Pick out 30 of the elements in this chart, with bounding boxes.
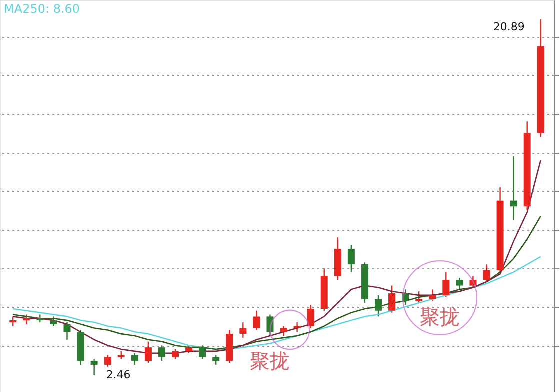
candlestick [50,316,58,327]
annotation: 20.89 [493,20,525,34]
candlestick [388,285,396,314]
candlestick [144,341,152,364]
candlestick [483,264,490,283]
candlestick [240,322,247,339]
candlestick [348,244,355,273]
candlestick [10,316,17,327]
candlestick [253,310,260,331]
chart-title: MA250: 8.60 [4,2,80,16]
candlestick [90,358,98,376]
annotation: 聚拢 [250,349,290,373]
candlestick [212,354,220,366]
candlestick [158,345,166,362]
candlestick [442,272,450,298]
candlestick [456,277,464,290]
candlestick [131,352,138,366]
candlestick [294,322,301,333]
candlestick [307,304,314,329]
candlestick [280,326,288,337]
candlestick [510,156,518,221]
candlestick [64,322,71,340]
annotation: 聚拢 [420,305,460,329]
annotation: 2.46 [106,368,131,382]
candlestick [23,314,30,326]
candlestick [429,289,436,302]
candlestick [104,354,112,368]
candlestick [172,348,180,360]
candlestick [199,345,206,360]
candlestick [374,294,382,318]
